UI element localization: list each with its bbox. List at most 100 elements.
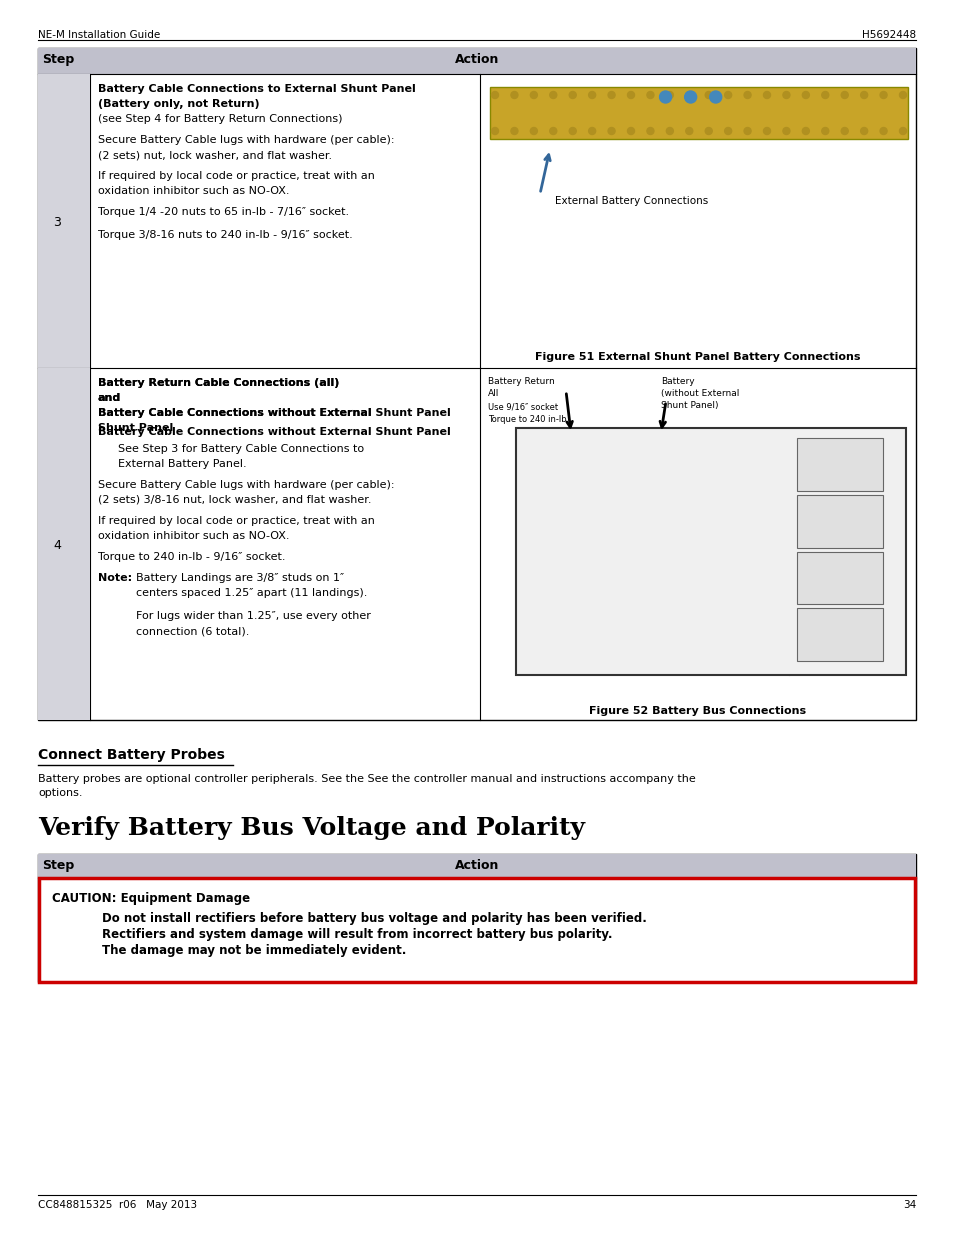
Bar [796,552,882,604]
Bar [39,878,914,982]
Circle shape [530,127,537,135]
Text: options.: options. [38,788,82,798]
Circle shape [627,91,634,99]
Circle shape [685,127,692,135]
Text: 34: 34 [902,1200,915,1210]
Bar [796,438,882,490]
Bar [38,74,90,368]
Text: Secure Battery Cable lugs with hardware (per cable):: Secure Battery Cable lugs with hardware … [98,135,395,144]
Text: External Battery Connections: External Battery Connections [555,196,707,206]
Text: 4: 4 [53,538,61,552]
Circle shape [627,127,634,135]
Circle shape [860,127,866,135]
Circle shape [588,91,595,99]
Text: H5692448: H5692448 [861,30,915,40]
Bar [796,495,882,547]
Text: All: All [488,389,498,398]
Bar [38,368,90,720]
Text: oxidation inhibitor such as NO-OX.: oxidation inhibitor such as NO-OX. [98,186,289,196]
Text: For lugs wider than 1.25″, use every other: For lugs wider than 1.25″, use every oth… [136,611,371,621]
Text: Note:: Note: [98,573,132,583]
Text: If required by local code or practice, treat with an: If required by local code or practice, t… [98,516,375,526]
Circle shape [821,127,828,135]
Circle shape [880,91,886,99]
Text: The damage may not be immediately evident.: The damage may not be immediately eviden… [102,944,406,957]
Bar [490,86,907,140]
Text: Torque 3/8-16 nuts to 240 in-lb - 9/16″ socket.: Torque 3/8-16 nuts to 240 in-lb - 9/16″ … [98,230,353,240]
Circle shape [569,127,576,135]
Text: Battery Return: Battery Return [488,377,554,387]
Circle shape [860,91,866,99]
Circle shape [782,127,789,135]
Text: Verify Battery Bus Voltage and Polarity: Verify Battery Bus Voltage and Polarity [38,816,584,840]
Circle shape [607,91,615,99]
Text: External Battery Panel.: External Battery Panel. [118,459,247,469]
Circle shape [511,127,517,135]
Bar [796,609,882,661]
Text: Shunt Panel): Shunt Panel) [660,401,718,410]
Circle shape [646,127,653,135]
Text: and: and [98,393,121,403]
Text: Torque to 240 in-lb - 9/16″ socket.: Torque to 240 in-lb - 9/16″ socket. [98,552,285,562]
Circle shape [491,91,498,99]
Text: See Step 3 for Battery Cable Connections to: See Step 3 for Battery Cable Connections… [118,445,364,454]
Circle shape [724,91,731,99]
Circle shape [491,127,498,135]
Text: NE-M Installation Guide: NE-M Installation Guide [38,30,160,40]
Circle shape [569,91,576,99]
Circle shape [880,127,886,135]
Text: (2 sets) 3/8-16 nut, lock washer, and flat washer.: (2 sets) 3/8-16 nut, lock washer, and fl… [98,495,371,505]
Text: (Battery only, not Return): (Battery only, not Return) [98,99,259,109]
Text: Battery: Battery [660,377,694,387]
Text: Figure 51 External Shunt Panel Battery Connections: Figure 51 External Shunt Panel Battery C… [535,352,860,362]
Circle shape [549,127,557,135]
Text: Battery probes are optional controller peripherals. See the See the controller m: Battery probes are optional controller p… [38,774,695,784]
Circle shape [743,127,750,135]
Text: Step: Step [42,53,74,65]
Text: oxidation inhibitor such as NO-OX.: oxidation inhibitor such as NO-OX. [98,531,289,541]
Circle shape [899,91,905,99]
Circle shape [659,91,671,103]
Circle shape [762,91,770,99]
Circle shape [511,91,517,99]
Text: Battery Landings are 3/8″ studs on 1″: Battery Landings are 3/8″ studs on 1″ [136,573,344,583]
Text: (without External: (without External [660,389,739,398]
Circle shape [704,91,712,99]
Bar [38,48,915,720]
Circle shape [588,127,595,135]
Text: Step: Step [42,860,74,872]
Text: centers spaced 1.25″ apart (11 landings).: centers spaced 1.25″ apart (11 landings)… [136,588,367,598]
Text: PLANT: PLANT [802,116,827,125]
Bar [516,429,905,676]
Circle shape [743,91,750,99]
Circle shape [665,91,673,99]
Text: Do not install rectifiers before battery bus voltage and polarity has been verif: Do not install rectifiers before battery… [102,911,646,925]
Circle shape [801,127,808,135]
Text: Figure 52 Battery Bus Connections: Figure 52 Battery Bus Connections [589,706,805,716]
Circle shape [841,127,847,135]
Text: (see Step 4 for Battery Return Connections): (see Step 4 for Battery Return Connectio… [98,114,342,124]
Bar [38,853,915,982]
Text: connection (6 total).: connection (6 total). [136,626,249,636]
Circle shape [801,91,808,99]
Text: Battery Cable Connections without External: Battery Cable Connections without Extern… [98,408,372,417]
Circle shape [665,127,673,135]
Text: (2 sets) nut, lock washer, and flat washer.: (2 sets) nut, lock washer, and flat wash… [98,149,332,161]
Text: Use 9/16″ socket: Use 9/16″ socket [488,403,558,412]
Circle shape [841,91,847,99]
Text: Torque to 240 in-lb: Torque to 240 in-lb [488,415,566,424]
Text: CC848815325  r06   May 2013: CC848815325 r06 May 2013 [38,1200,197,1210]
Text: Action: Action [455,860,498,872]
Text: Battery Return Cable Connections (all): Battery Return Cable Connections (all) [98,378,339,388]
Circle shape [821,91,828,99]
Bar [38,48,915,74]
Circle shape [607,127,615,135]
Text: Torque 1/4 -20 nuts to 65 in-lb - 7/16″ socket.: Torque 1/4 -20 nuts to 65 in-lb - 7/16″ … [98,207,349,217]
Text: BATTERY: BATTERY [590,116,623,125]
Circle shape [762,127,770,135]
Text: Action: Action [455,53,498,65]
Text: Rectifiers and system damage will result from incorrect battery bus polarity.: Rectifiers and system damage will result… [102,927,612,941]
Bar [38,853,915,878]
Text: If required by local code or practice, treat with an: If required by local code or practice, t… [98,170,375,182]
Circle shape [782,91,789,99]
